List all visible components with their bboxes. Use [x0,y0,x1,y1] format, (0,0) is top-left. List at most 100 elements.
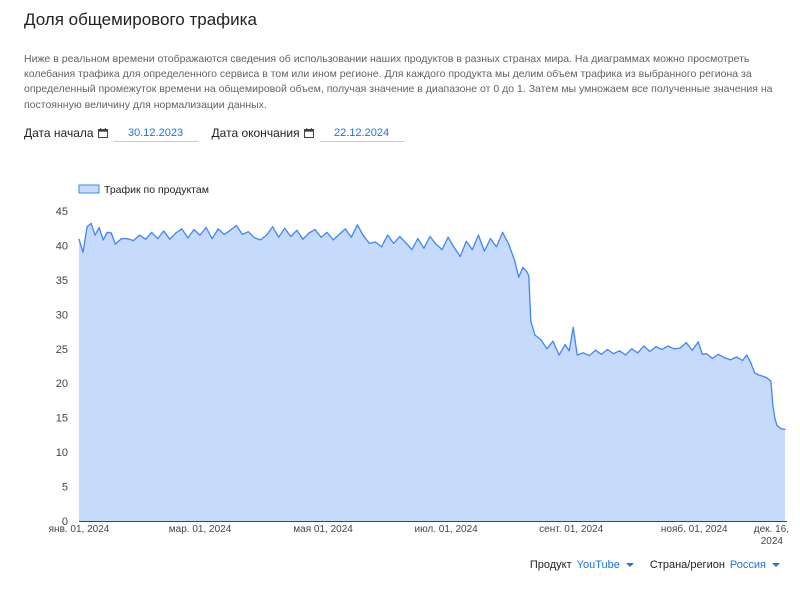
data-point [405,242,407,244]
data-point [138,234,141,236]
data-point [247,231,249,233]
data-point [526,271,528,273]
start-date-label: Дата начала [24,126,94,140]
data-point [368,242,371,244]
end-date-label: Дата окончания [211,126,300,140]
data-point [477,234,479,236]
data-points [78,222,786,430]
x-tick-label: дек. 16, 2024 [754,524,789,547]
data-point [588,355,590,357]
region-select[interactable]: Россия [730,559,780,571]
x-axis: янв. 01, 2024 мар. 01, 2024 мая 01, 2024 ию… [49,521,789,547]
data-point [344,228,346,230]
data-point [338,233,340,235]
data-point [772,404,774,406]
data-point [770,380,772,382]
chart-footer-controls: Продукт YouTube Страна/регион Россия [530,559,780,571]
data-point [649,350,651,353]
data-point [447,236,449,238]
data-point [350,236,352,238]
data-point [701,353,703,355]
data-point [381,246,383,248]
product-select[interactable]: YouTube [577,559,650,571]
data-point [393,242,395,244]
data-point [114,243,116,245]
data-point [284,227,286,229]
data-point [552,340,554,342]
data-point [205,226,207,229]
traffic-area [79,223,785,521]
start-date-input[interactable] [113,124,198,142]
calendar-icon[interactable] [303,128,314,138]
data-point [223,233,225,235]
data-point [217,228,219,230]
data-point [175,232,177,234]
data-point [259,239,262,241]
y-tick-label: 0 [62,516,68,528]
data-point [423,247,425,249]
data-point [132,240,135,242]
y-tick-label: 25 [56,344,68,356]
data-point [98,226,100,229]
data-point [326,231,328,233]
data-point [86,226,88,228]
data-point [199,234,201,236]
chart-legend[interactable]: Трафик по продуктам [78,184,209,196]
calendar-icon[interactable] [97,128,108,138]
data-point [784,428,786,430]
data-point [399,235,401,238]
data-point [736,356,738,358]
data-point [502,231,504,233]
data-point [546,348,548,350]
data-point [754,372,756,374]
data-point [762,375,764,377]
data-point [102,239,104,241]
data-point [576,354,578,356]
data-point [750,362,752,364]
data-point [356,224,358,226]
data-point [163,230,165,232]
data-point [411,249,413,251]
data-point [435,243,437,245]
data-point [643,345,645,347]
data-point [465,240,467,242]
data-point [705,353,707,355]
data-point [600,353,603,355]
traffic-area-chart: Трафик по продуктам 0 5 10 15 20 25 30 35 40 45 я… [49,184,789,547]
data-point [625,354,627,356]
data-point [564,344,566,346]
data-point [528,275,530,277]
data-point [78,238,80,240]
data-point [717,353,720,355]
data-point [483,250,485,252]
data-point [746,354,748,356]
data-point [637,352,639,354]
chevron-down-icon [772,563,780,567]
data-point [631,348,633,350]
data-point [374,241,377,243]
y-tick-label: 5 [62,482,68,494]
y-tick-label: 30 [56,309,68,321]
y-tick-label: 20 [56,378,68,390]
region-label: Страна/регион [649,559,725,571]
product-label: Продукт [529,559,572,571]
x-tick-label: сент. 01, 2024 [539,524,603,535]
data-point [558,354,560,356]
data-point [332,239,334,241]
data-point [582,352,584,354]
data-point [362,235,364,237]
data-point [308,232,310,234]
data-point [290,235,292,238]
data-point [758,374,760,376]
end-date-input[interactable] [319,124,404,142]
data-point [187,237,189,239]
data-point [673,348,675,350]
data-point [568,350,570,352]
chevron-down-icon [625,563,634,567]
data-point [697,341,699,343]
data-point [106,231,108,233]
x-tick-label: янв. 01, 2024 [49,524,110,535]
y-tick-label: 15 [56,413,68,425]
data-point [193,229,195,231]
data-point [157,238,159,240]
